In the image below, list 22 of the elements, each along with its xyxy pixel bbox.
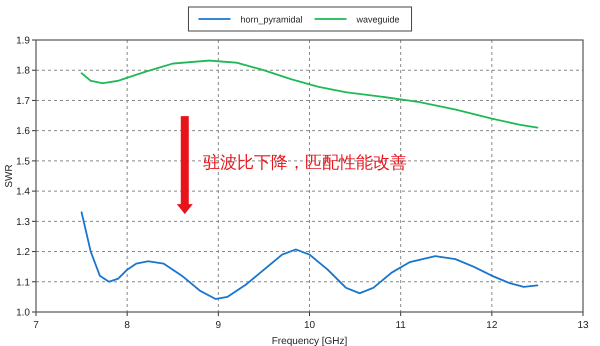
x-tick-label: 8 — [124, 320, 130, 331]
x-tick-label: 10 — [304, 320, 316, 331]
y-tick-label: 1.8 — [16, 66, 30, 77]
y-tick-label: 1.2 — [16, 247, 30, 258]
y-tick-label: 1.7 — [16, 96, 30, 107]
y-tick-label: 1.6 — [16, 126, 30, 138]
y-tick-label: 1.0 — [16, 308, 30, 318]
x-axis-title: Frequency [GHz] — [272, 336, 348, 346]
y-tick-label: 1.3 — [16, 216, 30, 228]
legend-label: waveguide — [356, 14, 400, 24]
y-tick-label: 1.4 — [16, 186, 30, 198]
y-axis-title: SWR — [4, 164, 15, 188]
y-tick-label: 1.1 — [16, 277, 30, 288]
x-tick-label: 12 — [486, 320, 498, 331]
x-tick-label: 7 — [33, 320, 40, 331]
y-tick-label: 1.9 — [16, 36, 30, 46]
annotation: 驻波比下降，匹配性能改善 — [202, 152, 407, 172]
y-tick-label: 1.5 — [16, 156, 30, 168]
x-tick-label: 11 — [395, 320, 406, 331]
x-tick-label: 9 — [216, 320, 222, 331]
x-tick-label: 13 — [577, 320, 589, 331]
legend-label: horn_pyramidal — [240, 14, 303, 24]
